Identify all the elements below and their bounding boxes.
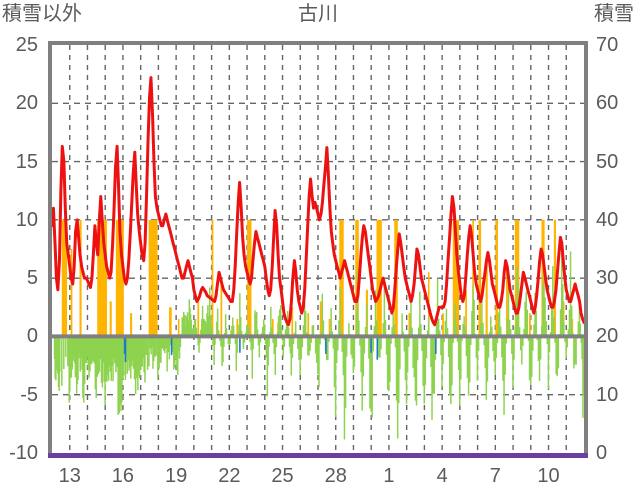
left-tick-25: 25 xyxy=(15,34,38,56)
x-tick-13: 13 xyxy=(58,465,81,487)
plot-inner xyxy=(52,45,584,453)
right-tick-60: 60 xyxy=(596,92,619,115)
x-tick-19: 19 xyxy=(165,465,188,487)
x-tick-22: 22 xyxy=(218,465,241,487)
left-tick-0: 0 xyxy=(26,325,38,348)
chart-canvas xyxy=(52,45,584,453)
green-bars xyxy=(53,243,584,440)
left-tick-15: 15 xyxy=(15,150,38,173)
left-tick-10: 10 xyxy=(15,208,38,231)
right-axis-title: 積雪 xyxy=(594,3,634,25)
x-tick-1: 1 xyxy=(383,465,395,487)
x-tick-28: 28 xyxy=(324,465,347,487)
right-tick-30: 30 xyxy=(596,267,619,290)
x-tick-4: 4 xyxy=(436,465,448,487)
right-tick-0: 0 xyxy=(596,442,608,464)
red-line-series xyxy=(52,76,584,327)
purple-baseline-rule xyxy=(48,453,588,458)
x-tick-7: 7 xyxy=(489,465,501,487)
x-tick-10: 10 xyxy=(537,465,560,487)
right-tick-70: 70 xyxy=(596,34,619,56)
x-tick-16: 16 xyxy=(111,465,135,487)
left-tick-5: 5 xyxy=(26,267,38,290)
right-tick-50: 50 xyxy=(596,150,619,173)
right-tick-20: 20 xyxy=(596,325,619,348)
right-tick-40: 40 xyxy=(596,208,619,231)
left-tick-20: 20 xyxy=(15,92,38,115)
right-tick-10: 10 xyxy=(596,383,619,406)
blue-bars xyxy=(123,336,437,363)
plot-area xyxy=(48,41,588,457)
left-tick-neg5: -5 xyxy=(20,383,38,406)
x-tick-25: 25 xyxy=(271,465,294,487)
left-axis-title: 積雪以外 xyxy=(2,3,82,25)
left-tick-neg10: -10 xyxy=(9,442,38,464)
page-title: 古川 xyxy=(298,3,338,25)
